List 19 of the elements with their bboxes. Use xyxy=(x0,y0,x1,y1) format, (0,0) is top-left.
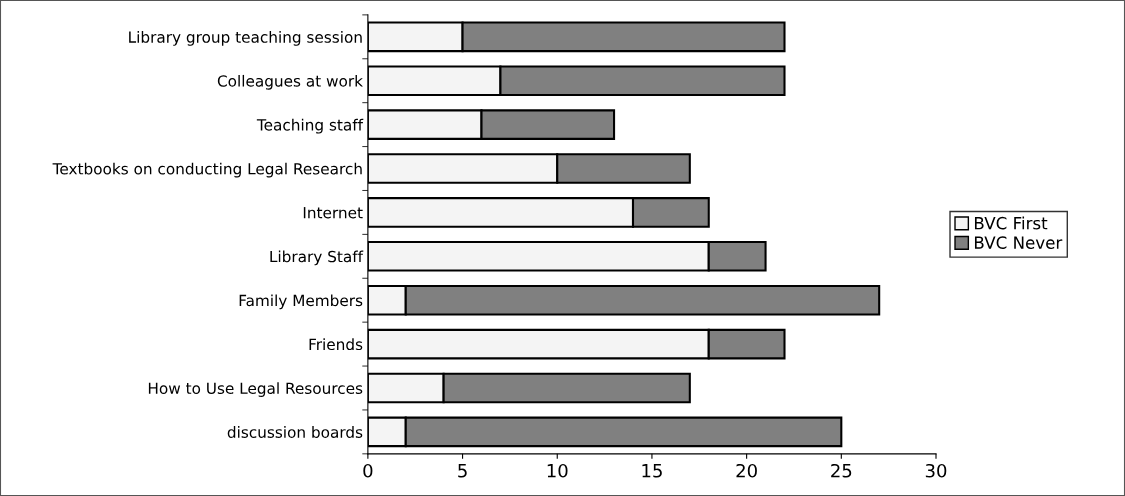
y-tick-label: Library group teaching session xyxy=(129,31,362,46)
legend-label: BVC First xyxy=(974,216,1048,230)
x-tick-label: 0 xyxy=(363,463,373,478)
y-tick-label: Teaching staff xyxy=(256,118,364,134)
y-tick-label: Internet xyxy=(303,207,363,219)
x-tick-label: 20 xyxy=(736,463,757,478)
y-tick-label: discussion boards xyxy=(227,426,363,438)
x-tick-label: 30 xyxy=(925,463,947,478)
x-tick-label: 5 xyxy=(458,464,467,478)
y-tick-label: Library Staff xyxy=(270,250,364,266)
x-tick-label: 25 xyxy=(831,463,852,478)
x-tick-label: 10 xyxy=(547,463,568,478)
y-tick-label: Colleagues at work xyxy=(217,74,363,90)
y-tick-label: Friends xyxy=(309,338,363,351)
y-tick-label: How to Use Legal Resources xyxy=(148,382,363,397)
legend-label: BVC Never xyxy=(974,236,1063,249)
y-tick-label: Textbooks on conducting Legal Research xyxy=(52,162,362,178)
y-tick-label: Family Members xyxy=(239,294,363,310)
x-tick-label: 15 xyxy=(642,464,662,478)
